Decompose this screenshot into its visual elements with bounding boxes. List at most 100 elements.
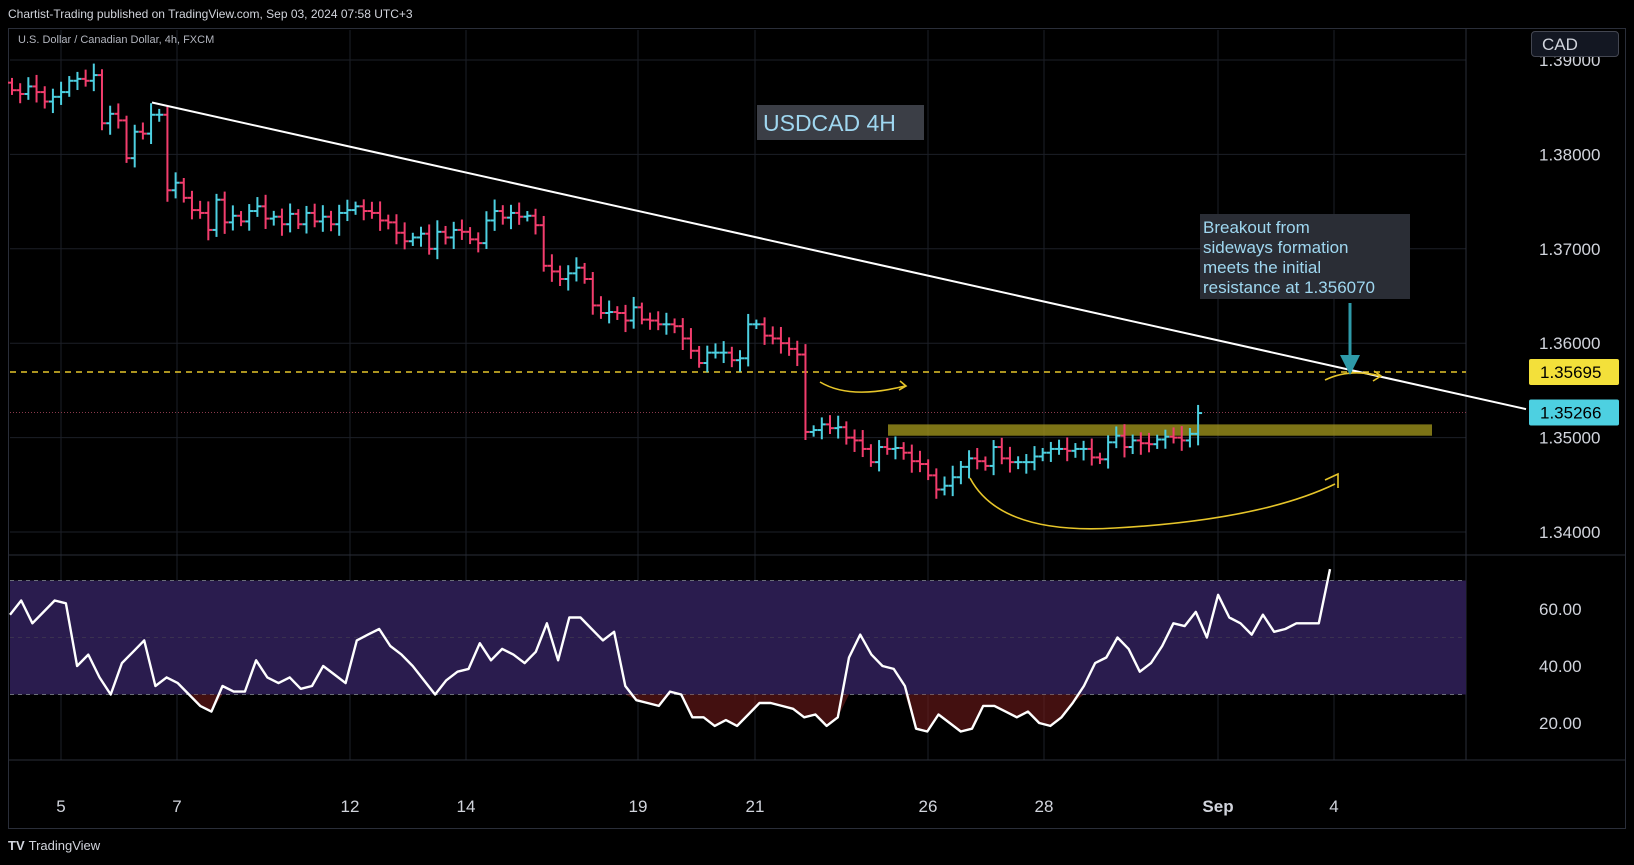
up-bar <box>73 71 82 91</box>
down-bar <box>621 304 630 333</box>
price-tick-label: 1.34000 <box>1539 523 1600 542</box>
support-price-label: 1.35695 <box>1540 363 1601 382</box>
up-bar <box>817 417 826 440</box>
up-bar <box>711 343 720 359</box>
down-bar <box>1087 438 1096 466</box>
up-bar <box>1112 426 1121 449</box>
down-bar <box>686 328 695 359</box>
down-bar <box>981 456 990 471</box>
up-bar <box>948 465 957 497</box>
down-bar <box>384 214 393 230</box>
down-bar <box>515 202 524 225</box>
down-bar <box>801 344 810 441</box>
down-bar <box>531 208 540 235</box>
up-bar <box>523 211 532 222</box>
publisher-line: Chartist-Trading published on TradingVie… <box>8 7 413 21</box>
up-bar <box>965 450 974 479</box>
down-bar <box>179 178 188 203</box>
down-bar <box>1005 446 1014 473</box>
down-bar <box>924 459 933 481</box>
down-bar <box>97 69 106 131</box>
price-tick-label: 1.36000 <box>1539 334 1600 353</box>
time-tick-label: 26 <box>919 797 938 816</box>
up-bar <box>89 63 98 92</box>
up-bar <box>719 341 728 364</box>
up-bar <box>940 476 949 496</box>
up-bar <box>490 199 499 231</box>
down-bar <box>81 69 90 87</box>
symbol-description: U.S. Dollar / Canadian Dollar, 4h, FXCM <box>18 34 215 46</box>
up-bar <box>1079 440 1088 461</box>
up-bar <box>417 226 425 247</box>
resistance-zone-box <box>888 424 1432 436</box>
brand-text: TradingView <box>28 838 101 853</box>
down-bar <box>613 306 622 320</box>
down-bar <box>16 83 25 104</box>
up-bar <box>343 199 352 222</box>
up-bar <box>57 81 66 105</box>
down-bar <box>32 74 41 103</box>
down-bar <box>425 224 434 255</box>
down-bar <box>637 302 646 325</box>
down-bar <box>973 447 982 470</box>
up-bar <box>1038 447 1047 462</box>
down-bar <box>850 429 859 452</box>
down-arrow-icon <box>1340 355 1360 375</box>
currency-button[interactable]: CAD <box>1531 31 1619 57</box>
down-bar <box>474 232 483 253</box>
up-bar <box>212 193 221 237</box>
time-tick-label: 4 <box>1329 797 1338 816</box>
time-tick-label: 7 <box>172 797 181 816</box>
down-bar <box>539 215 548 272</box>
up-bar <box>629 296 638 329</box>
up-bar <box>228 205 237 231</box>
up-bar <box>269 210 278 226</box>
rsi-oversold-fill <box>10 694 1330 732</box>
down-bar <box>588 272 597 315</box>
up-bar <box>1022 454 1031 474</box>
up-bar <box>564 265 573 291</box>
price-tick-label: 1.38000 <box>1539 145 1600 164</box>
down-bar <box>678 318 687 350</box>
down-bar <box>1120 424 1129 458</box>
up-bar <box>1153 434 1162 449</box>
up-bar <box>171 172 180 199</box>
callout-line: sideways formation <box>1203 238 1349 257</box>
top-bar: Chartist-Trading published on TradingVie… <box>0 0 1634 28</box>
up-bar <box>956 461 965 485</box>
down-bar <box>277 208 286 236</box>
rsi-tick-label: 40.00 <box>1539 657 1582 676</box>
up-bar <box>130 124 139 168</box>
up-bar <box>1046 441 1055 462</box>
up-bar <box>24 77 33 100</box>
down-bar <box>997 437 1006 465</box>
down-bar <box>376 201 385 231</box>
up-bar <box>752 319 761 330</box>
up-bar <box>318 205 327 232</box>
last-price-tag <box>1529 399 1619 426</box>
down-bar <box>138 122 147 140</box>
rsi-tick-label: 20.00 <box>1539 714 1582 733</box>
callout-line: resistance at 1.356070 <box>1203 278 1375 297</box>
tradingview-brand[interactable]: TV TradingView <box>8 838 100 853</box>
bottom-bar <box>0 830 1634 865</box>
up-bar <box>286 203 295 233</box>
up-bar <box>506 204 515 230</box>
down-bar <box>760 317 769 345</box>
up-bar <box>155 108 164 122</box>
rsi-line-path <box>9 568 1332 733</box>
time-tick-label: 5 <box>56 797 65 816</box>
down-bar <box>1095 452 1104 465</box>
down-bar <box>114 103 123 129</box>
down-bar <box>768 326 777 345</box>
up-bar <box>433 220 442 260</box>
down-bar <box>204 201 213 241</box>
callout-line: meets the initial <box>1203 258 1321 277</box>
price-levels <box>10 371 1466 436</box>
down-bar <box>237 211 246 227</box>
down-bar <box>556 265 565 286</box>
descending-trendline <box>151 101 1527 411</box>
up-bar <box>1071 443 1080 458</box>
